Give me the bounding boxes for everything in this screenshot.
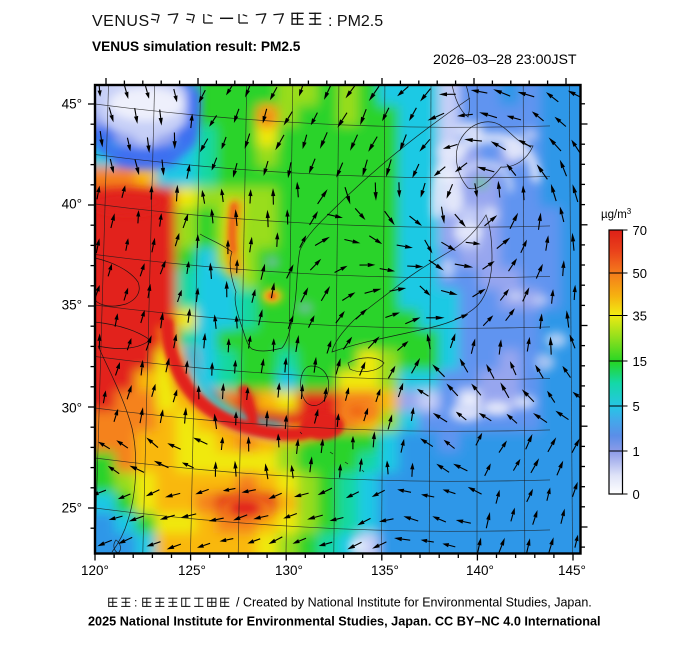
svg-text:25°: 25° xyxy=(62,501,82,516)
svg-text:35: 35 xyxy=(633,308,647,323)
svg-text:/ Created by National Institut: / Created by National Institute for Envi… xyxy=(236,596,592,610)
svg-text:15: 15 xyxy=(633,354,647,369)
svg-text:5: 5 xyxy=(633,399,640,414)
svg-text:130°: 130° xyxy=(275,563,303,578)
svg-text:135°: 135° xyxy=(371,563,399,578)
svg-text:1: 1 xyxy=(633,444,640,459)
svg-text:30°: 30° xyxy=(62,401,82,416)
svg-text:35°: 35° xyxy=(62,298,82,313)
svg-text:VENUS simulation result: PM2.5: VENUS simulation result: PM2.5 xyxy=(92,39,301,54)
svg-text::: : xyxy=(134,596,137,610)
svg-text:2026–03–28 23:00JST: 2026–03–28 23:00JST xyxy=(433,52,577,68)
svg-text:: PM2.5: : PM2.5 xyxy=(328,13,383,30)
svg-text:120°: 120° xyxy=(81,563,109,578)
svg-text:40°: 40° xyxy=(62,197,82,212)
svg-text:VENUS: VENUS xyxy=(92,13,150,30)
svg-text:µg/m3: µg/m3 xyxy=(601,207,632,221)
svg-text:45°: 45° xyxy=(62,97,82,112)
svg-text:125°: 125° xyxy=(178,563,206,578)
svg-text:145°: 145° xyxy=(558,563,586,578)
svg-text:70: 70 xyxy=(633,223,647,238)
svg-text:0: 0 xyxy=(633,487,640,502)
svg-text:140°: 140° xyxy=(466,563,494,578)
svg-text:50: 50 xyxy=(633,266,647,281)
svg-text:2025 National Institute for En: 2025 National Institute for Environmenta… xyxy=(88,615,601,629)
